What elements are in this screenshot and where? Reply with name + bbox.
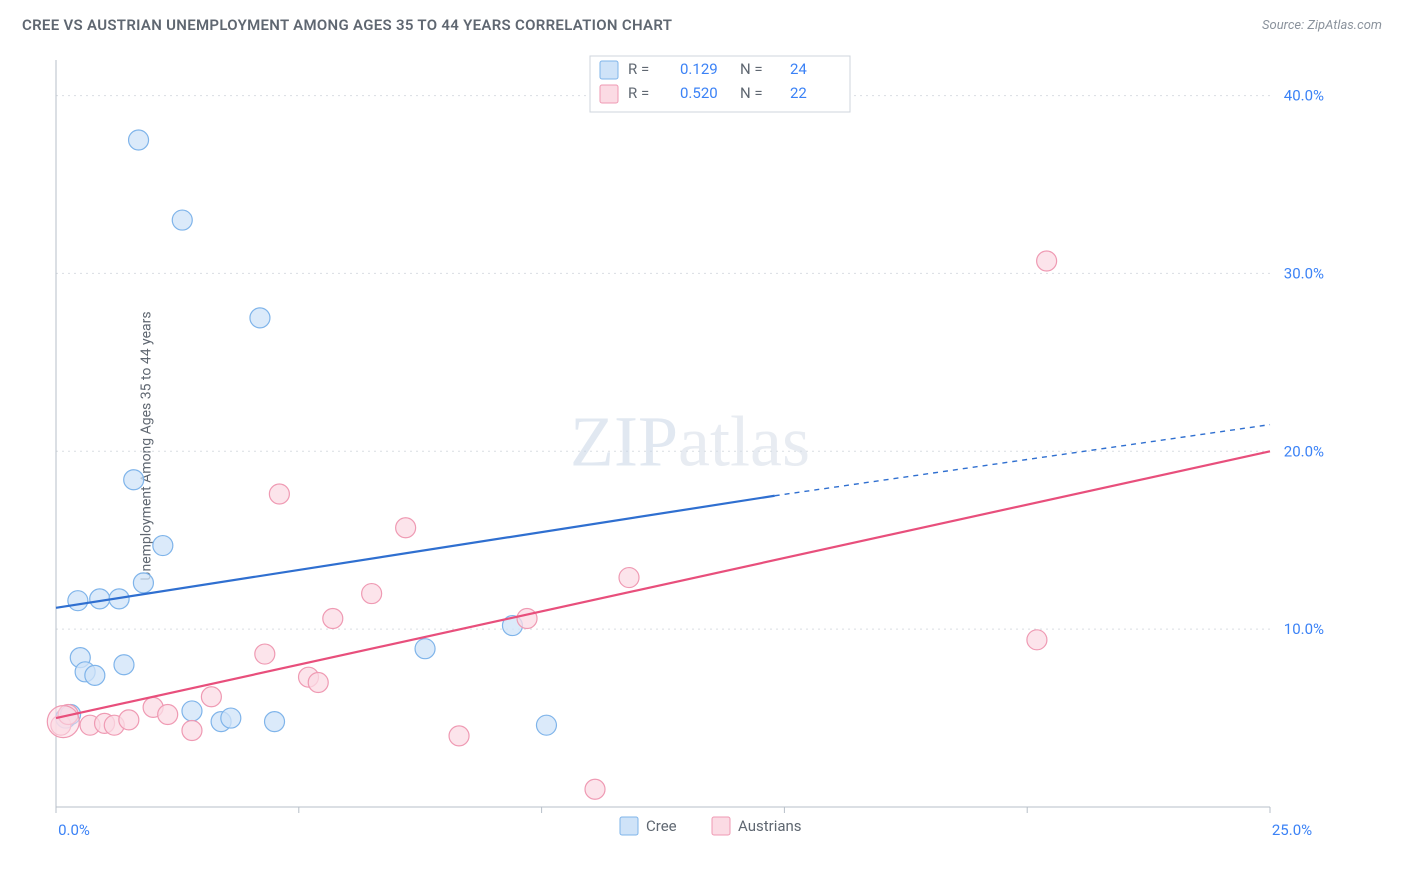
data-point: [119, 710, 139, 730]
data-point: [585, 779, 605, 799]
data-point: [1027, 630, 1047, 650]
legend-n-label: N =: [740, 60, 763, 78]
data-point: [129, 130, 149, 150]
legend-swatch: [600, 85, 618, 103]
legend-n-value: 22: [790, 84, 807, 102]
data-point: [619, 568, 639, 588]
chart-svg: 0.0% 25.0% 10.0% 20.0% 30.0% 40.0% ZIPatlas R =…: [50, 52, 1330, 847]
data-point: [415, 639, 435, 659]
data-point: [85, 665, 105, 685]
legend-n-label: N =: [740, 84, 763, 102]
scatter-plot: 0.0% 25.0% 10.0% 20.0% 30.0% 40.0% ZIPatlas R =…: [50, 52, 1330, 847]
legend-series-label: Austrians: [738, 817, 802, 835]
data-point: [308, 673, 328, 693]
data-point: [153, 536, 173, 556]
data-point: [124, 470, 144, 490]
legend-n-value: 24: [790, 60, 807, 78]
data-point: [68, 591, 88, 611]
data-point: [396, 518, 416, 538]
x-tick-label: 0.0%: [58, 821, 90, 839]
legend-swatch: [620, 817, 638, 835]
y-tick-label: 20.0%: [1284, 442, 1324, 460]
data-point: [362, 584, 382, 604]
data-point: [517, 608, 537, 628]
source-label: Source: ZipAtlas.com: [1262, 18, 1382, 33]
legend-r-value: 0.520: [680, 84, 718, 102]
data-point: [536, 715, 556, 735]
legend-r-label: R =: [628, 60, 649, 78]
data-point: [449, 726, 469, 746]
y-tick-label: 30.0%: [1284, 264, 1324, 282]
data-point: [255, 644, 275, 664]
legend-r-label: R =: [628, 84, 649, 102]
data-point: [182, 701, 202, 721]
data-point: [114, 655, 134, 675]
legend-r-value: 0.129: [680, 60, 718, 78]
data-point: [133, 573, 153, 593]
legend-series-label: Cree: [646, 817, 677, 835]
x-tick-label: 25.0%: [1272, 821, 1312, 839]
y-tick-label: 40.0%: [1284, 87, 1324, 105]
data-point: [221, 708, 241, 728]
chart-title: CREE VS AUSTRIAN UNEMPLOYMENT AMONG AGES…: [22, 16, 672, 34]
trend-line: [56, 451, 1270, 718]
data-point: [323, 608, 343, 628]
y-tick-label: 10.0%: [1284, 620, 1324, 638]
data-point: [1037, 251, 1057, 271]
data-point: [269, 484, 289, 504]
watermark: ZIPatlas: [570, 401, 810, 481]
data-point: [47, 706, 79, 738]
data-point: [182, 721, 202, 741]
data-point: [250, 308, 270, 328]
trend-line-extrapolated: [775, 425, 1270, 496]
data-point: [201, 687, 221, 707]
data-point: [265, 712, 285, 732]
data-point: [158, 705, 178, 725]
data-point: [172, 210, 192, 230]
legend-swatch: [712, 817, 730, 835]
legend-swatch: [600, 61, 618, 79]
